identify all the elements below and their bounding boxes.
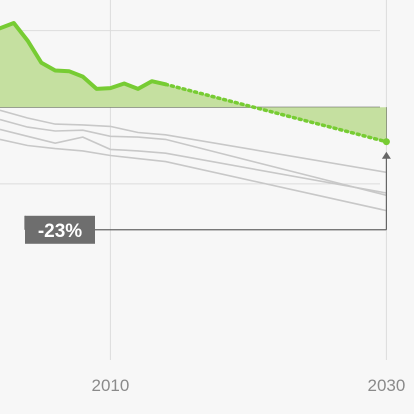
annotation: -23% (24, 151, 391, 244)
highlight-series-line (0, 21, 168, 91)
comparison-series-line (0, 109, 387, 174)
highlight-series (0, 21, 390, 146)
comparison-series-line (0, 138, 387, 212)
comparison-series-line (0, 118, 387, 197)
highlight-area-fill (0, 23, 387, 142)
annotation-badge (25, 215, 95, 244)
annotation-arrowhead (381, 151, 391, 159)
comparison-lines (0, 109, 387, 212)
x-tick-label: 2030 (367, 376, 405, 395)
highlight-end-point (382, 138, 390, 146)
fill-layer (0, 23, 387, 142)
x-tick-label: 2010 (91, 376, 129, 395)
x-axis-ticks: 2010 2030 (91, 376, 405, 395)
annotation-badge-label: -23% (38, 221, 82, 242)
highlight-projection-line (163, 82, 389, 144)
comparison-series-line (0, 128, 387, 194)
